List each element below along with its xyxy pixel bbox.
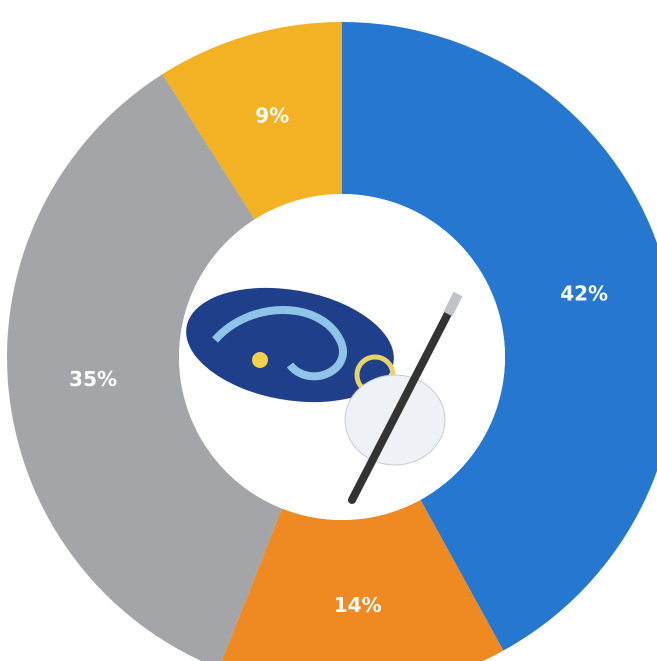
star xyxy=(252,352,268,368)
value-label: 9% xyxy=(255,103,289,127)
slice xyxy=(221,499,504,661)
palette-blob xyxy=(186,287,394,403)
value-label: 14% xyxy=(334,593,382,617)
slices: 42% 14% 35% 9% xyxy=(7,22,657,661)
value-label: 35% xyxy=(69,367,117,391)
slice xyxy=(162,22,342,220)
value-label: 42% xyxy=(560,281,608,305)
slice xyxy=(7,74,282,661)
slice xyxy=(342,22,657,651)
swirl xyxy=(211,306,347,381)
center-illustration xyxy=(186,287,463,504)
brush xyxy=(348,296,459,504)
brush-tip xyxy=(443,291,463,317)
